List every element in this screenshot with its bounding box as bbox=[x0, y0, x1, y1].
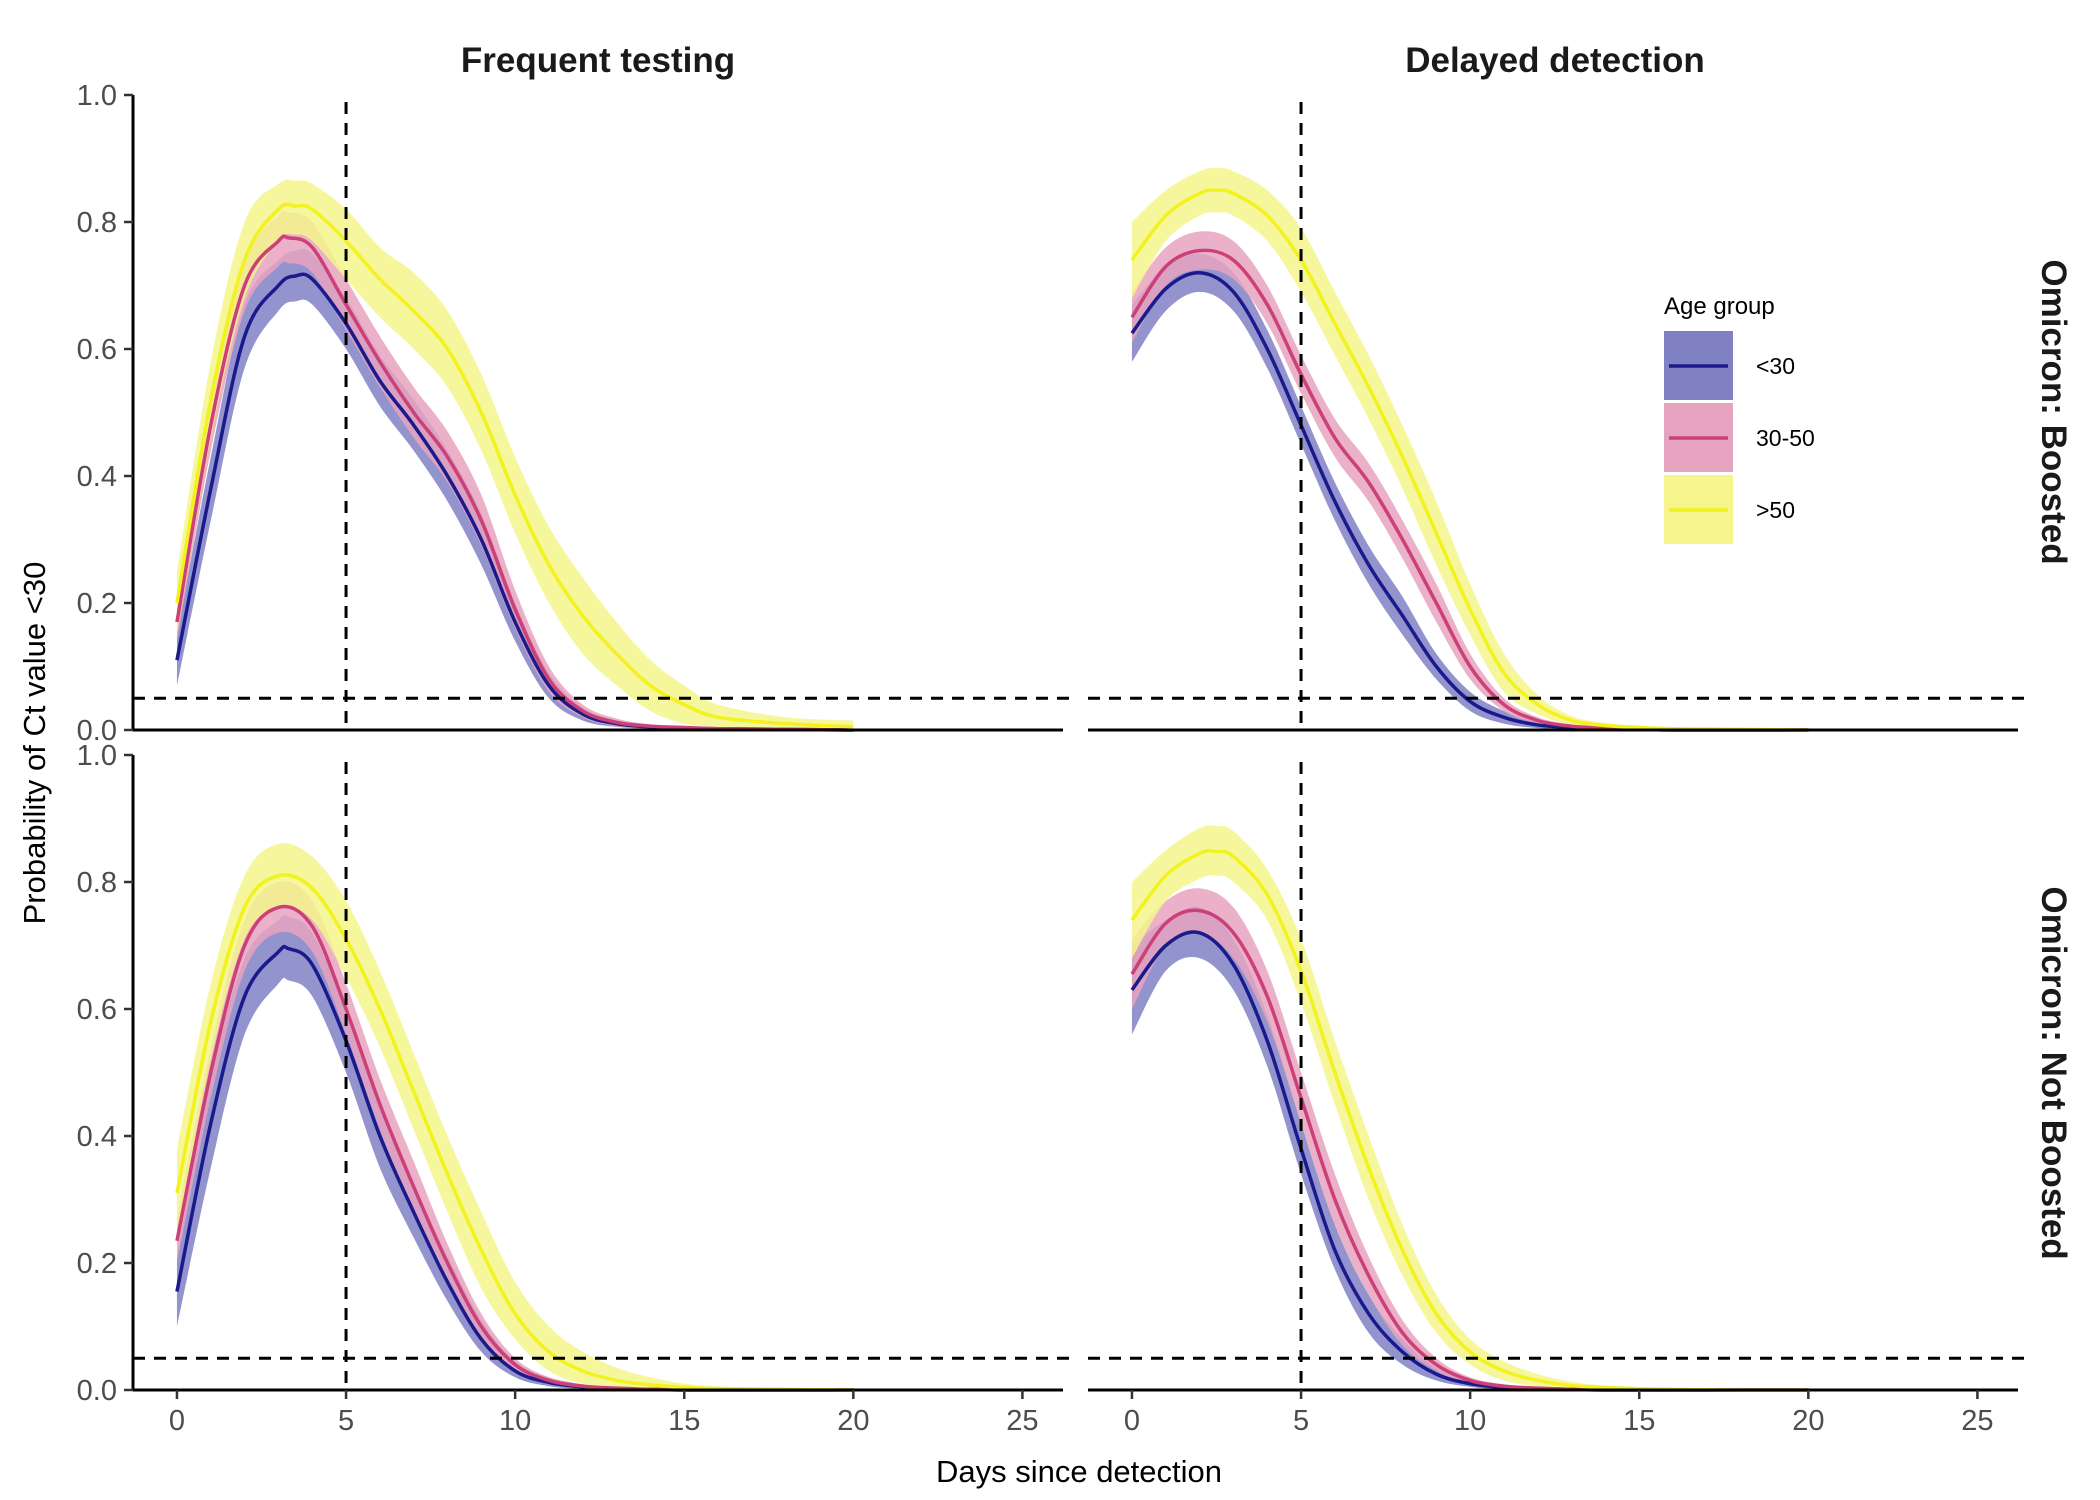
y-tick-label: 0.4 bbox=[77, 1121, 117, 1153]
panel-delayed-detection-omicron-not-boosted bbox=[1088, 762, 2025, 1392]
y-axis-title: Probability of Ct value <30 bbox=[17, 562, 52, 925]
y-tick-label: 1.0 bbox=[77, 80, 117, 112]
x-tick-label: 10 bbox=[499, 1405, 531, 1437]
x-tick-label: 25 bbox=[1961, 1405, 1993, 1437]
strip-label-omicron-not-boosted: Omicron: Not Boosted bbox=[2034, 886, 2073, 1259]
series-line-50-frequent-testing-omicron-not-boosted bbox=[175, 873, 854, 1392]
strip-label-omicron-boosted: Omicron: Boosted bbox=[2034, 259, 2073, 564]
strip-label-frequent-testing: Frequent testing bbox=[461, 41, 735, 80]
ci-band-30-delayed-detection-omicron-not-boosted bbox=[1131, 906, 1809, 1391]
y-tick-label: 0.8 bbox=[77, 867, 117, 899]
series-line-30-delayed-detection-omicron-not-boosted bbox=[1130, 930, 1809, 1392]
y-tick-label: 0.2 bbox=[77, 1248, 117, 1280]
x-tick-label: 20 bbox=[1792, 1405, 1824, 1437]
y-tick-label: 1.0 bbox=[77, 740, 117, 772]
legend-label: >50 bbox=[1756, 497, 1795, 523]
legend-title: Age group bbox=[1664, 293, 1775, 320]
ci-band-50-delayed-detection-omicron-boosted bbox=[1131, 167, 1809, 731]
y-tick-label: 0.2 bbox=[77, 588, 117, 620]
legend-label: 30-50 bbox=[1756, 425, 1815, 451]
legend-item-over-50: >50 bbox=[1664, 475, 1795, 544]
x-tick-label: 0 bbox=[1124, 1405, 1140, 1437]
x-tick-label: 25 bbox=[1006, 1405, 1038, 1437]
series-line-50-frequent-testing-omicron-boosted bbox=[175, 202, 854, 729]
y-tick-label: 0.8 bbox=[77, 207, 117, 239]
axes-layer: 0.00.20.40.60.81.00.00.20.40.60.81.00 5 10… bbox=[77, 80, 2018, 1437]
series-line-30-50-frequent-testing-omicron-boosted bbox=[175, 234, 854, 732]
strip-label-delayed-detection: Delayed detection bbox=[1405, 41, 1705, 80]
x-tick-label: 0 bbox=[169, 1405, 185, 1437]
y-tick-label: 0.6 bbox=[77, 994, 117, 1026]
x-tick-label: 5 bbox=[1293, 1405, 1309, 1437]
x-tick-label: 10 bbox=[1454, 1405, 1486, 1437]
x-tick-label: 20 bbox=[837, 1405, 869, 1437]
y-tick-label: 0.0 bbox=[77, 715, 117, 747]
legend-item-30-50: 30-50 bbox=[1664, 403, 1815, 472]
legend: Age group <30 30-50 >50 bbox=[1664, 293, 1815, 544]
series-line-50-delayed-detection-omicron-boosted bbox=[1130, 188, 1809, 732]
x-tick-label: 15 bbox=[668, 1405, 700, 1437]
y-tick-label: 0.4 bbox=[77, 461, 117, 493]
y-tick-label: 0.6 bbox=[77, 334, 117, 366]
legend-items: <30 30-50 >50 bbox=[1664, 331, 1815, 544]
x-tick-label: 5 bbox=[338, 1405, 354, 1437]
y-tick-label: 0.0 bbox=[77, 1375, 117, 1407]
legend-item-under-30: <30 bbox=[1664, 331, 1795, 400]
x-tick-label: 15 bbox=[1623, 1405, 1655, 1437]
ci-band-30-frequent-testing-omicron-boosted bbox=[176, 248, 854, 731]
x-axis-title: Days since detection bbox=[936, 1454, 1222, 1489]
ci-band-50-frequent-testing-omicron-not-boosted bbox=[176, 843, 854, 1391]
panel-frequent-testing-omicron-not-boosted bbox=[133, 762, 1070, 1392]
legend-label: <30 bbox=[1756, 353, 1795, 379]
ci-band-50-frequent-testing-omicron-boosted bbox=[176, 179, 854, 731]
panels-layer bbox=[133, 102, 2025, 1392]
panel-frequent-testing-omicron-boosted bbox=[133, 102, 1070, 732]
panel-delayed-detection-omicron-boosted bbox=[1088, 102, 2025, 732]
